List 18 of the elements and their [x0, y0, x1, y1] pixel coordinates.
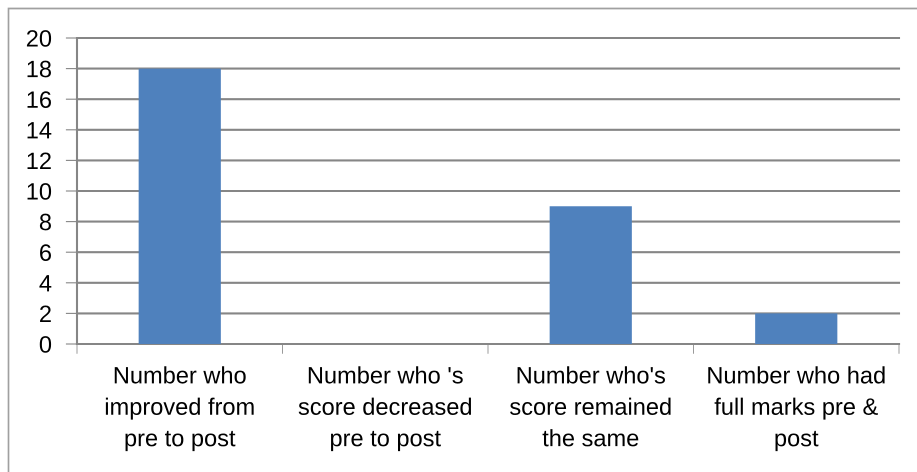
- x-tick-label: Number who's score remained the same: [510, 366, 671, 446]
- y-tick-label: 2: [40, 305, 51, 322]
- y-tick-label: 8: [40, 214, 51, 230]
- y-tick-label: 10: [28, 183, 52, 200]
- x-tick-label: Number who improved from pre to post: [106, 366, 254, 452]
- y-tick-label: 20: [26, 30, 52, 47]
- y-tick-label: 6: [40, 244, 51, 261]
- bar: [755, 313, 838, 344]
- y-tick-label: 14: [28, 122, 52, 138]
- y-tick-label: 12: [28, 152, 51, 169]
- bar: [550, 206, 632, 344]
- y-tick-label: 18: [28, 60, 51, 78]
- y-tick-label: 4: [39, 275, 52, 292]
- bar: [138, 68, 221, 344]
- y-tick-label: 0: [40, 336, 52, 353]
- x-tick-label: Number who 's score decreased pre to post: [298, 366, 472, 452]
- x-tick-label: Number who had full marks pre & post: [708, 366, 885, 452]
- y-tick-label: 16: [28, 91, 51, 108]
